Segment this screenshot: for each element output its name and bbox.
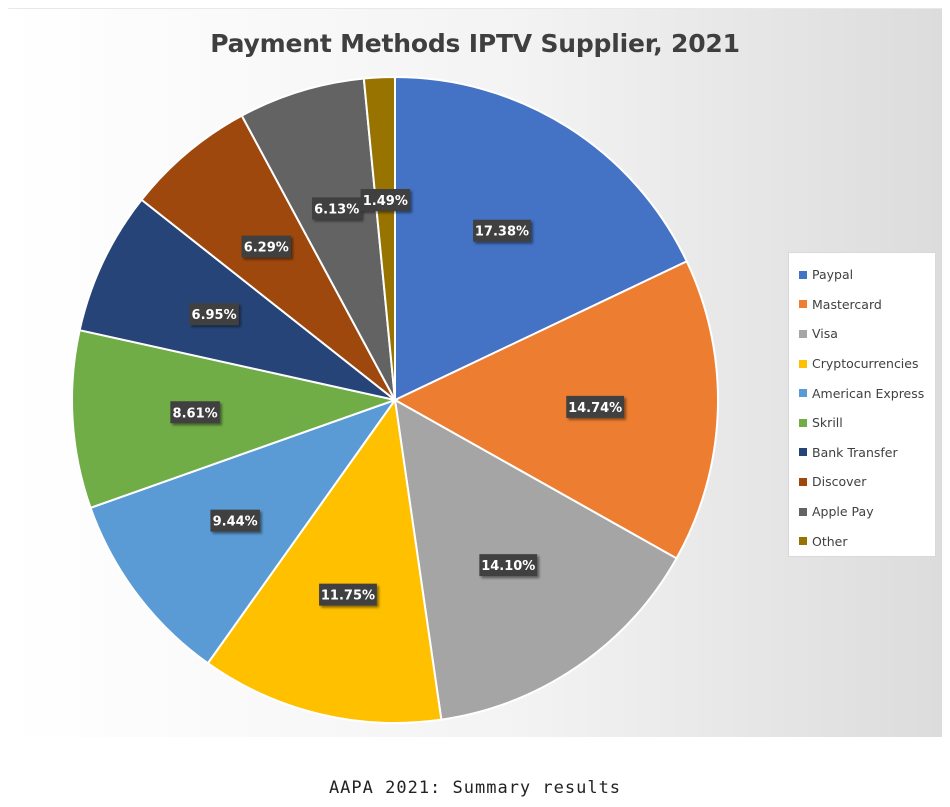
data-label-text: 8.61% [173,406,218,421]
data-label-text: 1.49% [363,194,408,209]
legend-item-apple-pay: Apple Pay [799,497,935,527]
pie-slice-discover [140,114,396,401]
legend-label: Skrill [812,415,843,431]
chart-title: Payment Methods IPTV Supplier, 2021 [210,29,740,58]
data-label-text: 17.38% [475,225,529,240]
data-label-box [210,509,260,532]
pie-slice-cryptocurrencies [206,397,443,724]
pie-slice-mastercard [392,260,719,560]
legend-label: Apple Pay [812,504,874,520]
data-label-text: 14.74% [568,401,622,416]
legend-item-paypal: Paypal [799,260,935,290]
data-label-box [241,235,292,258]
data-label-box [479,554,538,577]
legend-label: Discover [812,474,867,490]
legend-label: Visa [812,326,838,342]
pie-slice-other [362,75,396,401]
legend-label: Paypal [812,267,854,283]
data-label-paypal: 17.38% [473,219,531,242]
data-label-text: 6.13% [314,202,359,217]
data-label-box [360,188,411,211]
pie-slice-skrill [71,328,399,510]
legend-swatch [799,448,807,457]
legend-swatch [799,537,807,546]
legend-label: Bank Transfer [812,444,898,460]
legend-item-bank-transfer: Bank Transfer [799,438,935,468]
pie-slice-paypal [394,75,689,402]
figure-caption: AAPA 2021: Summary results [328,778,622,798]
data-label-skrill: 8.61% [170,401,220,424]
legend-item-mastercard: Mastercard [799,290,935,320]
legend-swatch [799,389,807,398]
data-label-text: 14.10% [481,559,535,574]
data-label-box [566,395,625,418]
pie-chart: 17.38% 14.74% 14.10% 11.75% 9.44% 8.61% 6.95% 6… [71,75,719,724]
data-label-visa: 14.10% [479,554,538,577]
legend-swatch [799,418,807,427]
chart-panel: Payment Methods IPTV Supplier, 2021 17.3… [8,8,942,737]
data-label-box [170,401,220,424]
legend-swatch [799,270,807,279]
data-label-text: 6.95% [192,308,237,323]
legend-label: Mastercard [812,296,882,312]
legend-swatch [799,359,807,368]
legend-swatch [799,329,807,338]
legend-item-american-express: American Express [799,378,935,408]
data-label-american-express: 9.44% [210,509,260,532]
legend-item-discover: Discover [799,467,935,497]
legend-item-skrill: Skrill [799,408,935,438]
legend-label: Cryptocurrencies [812,356,919,372]
pie-slice-apple-pay [240,77,396,401]
data-label-mastercard: 14.74% [566,395,625,418]
data-label-apple-pay: 6.13% [311,197,362,220]
chart-legend: Paypal Mastercard Visa Cryptocurrencies Amer… [788,252,936,557]
data-label-box [189,303,239,326]
pie-data-labels: 17.38% 14.74% 14.10% 11.75% 9.44% 8.61% 6.95% 6… [170,188,625,606]
legend-item-visa: Visa [799,319,935,349]
legend-label: American Express [812,385,925,401]
legend-swatch [799,477,807,486]
data-label-discover: 6.29% [241,235,292,258]
legend-item-other: Other [799,526,935,556]
pie-slice-bank-transfer [78,198,396,401]
data-label-box [311,197,362,220]
data-label-text: 6.29% [244,241,289,256]
pie-slices [71,75,719,724]
legend-swatch [799,300,807,309]
data-label-text: 9.44% [213,515,258,530]
data-label-other: 1.49% [360,188,411,211]
legend-label: Other [812,533,848,549]
data-label-cryptocurrencies: 11.75% [319,583,377,606]
data-label-box [473,219,531,242]
data-label-bank-transfer: 6.95% [189,303,239,326]
legend-item-cryptocurrencies: Cryptocurrencies [799,349,935,379]
data-label-text: 11.75% [321,589,375,604]
data-label-box [319,583,377,606]
legend-swatch [799,507,807,516]
